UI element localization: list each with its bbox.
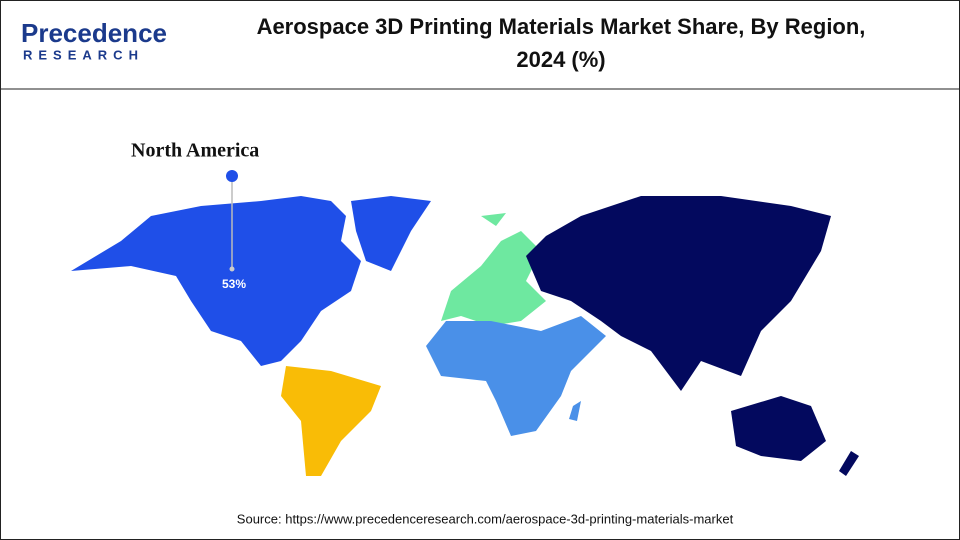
callout-label: North America (131, 140, 259, 162)
logo-tagline: RESEARCH (23, 47, 144, 62)
madagascar (569, 401, 581, 421)
world-map (71, 196, 859, 476)
callout-dot (226, 170, 238, 182)
svalbard (481, 213, 506, 226)
africa-middle-east (426, 316, 606, 436)
callout-value: 53% (222, 277, 246, 291)
greenland (351, 196, 431, 271)
title-line: Aerospace 3D Printing Materials Market S… (257, 14, 866, 39)
title-line: 2024 (%) (516, 47, 605, 72)
new-zealand (839, 451, 859, 476)
callout-anchor (229, 266, 235, 272)
logo-name: Precedence (21, 18, 167, 48)
north-america (71, 196, 361, 366)
source: Source: https://www.precedenceresearch.c… (237, 511, 734, 526)
europe (441, 231, 546, 326)
asia-pacific (526, 196, 831, 391)
south-america (281, 366, 381, 476)
australia (731, 396, 826, 461)
